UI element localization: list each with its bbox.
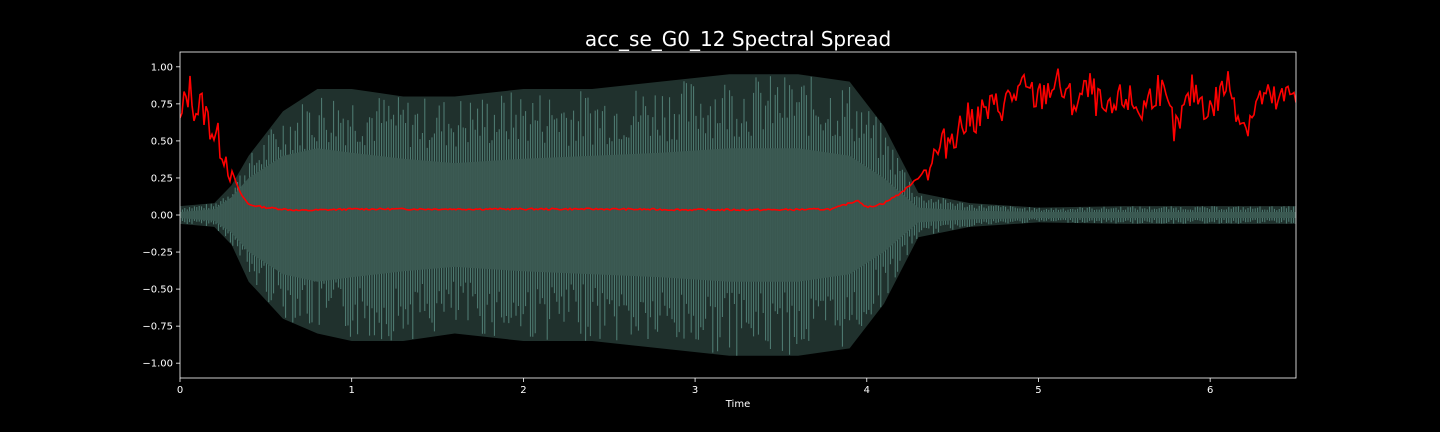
x-tick-label: 3 — [692, 385, 698, 396]
y-tick-label: 0.25 — [151, 173, 173, 184]
x-tick-label: 1 — [349, 385, 355, 396]
y-tick-label: −0.25 — [142, 248, 173, 259]
y-tick-label: 0.75 — [151, 99, 173, 110]
x-tick-label: 0 — [177, 385, 183, 396]
chart-title: acc_se_G0_12 Spectral Spread — [585, 27, 891, 51]
axes: 1.00 0.75 0.50 0.25 0.00 −0.25 −0.50 −0.75 −1.00… — [142, 51, 1297, 396]
spectral-spread-line — [180, 68, 1296, 212]
x-tick-label: 4 — [864, 385, 870, 396]
y-tick-label: 0.00 — [151, 211, 173, 222]
y-tick-label: 0.50 — [151, 136, 173, 147]
x-tick-label: 6 — [1207, 385, 1213, 396]
x-tick-label: 2 — [520, 385, 526, 396]
waveform-core — [180, 148, 1296, 282]
y-tick-label: −1.00 — [142, 359, 173, 370]
plot-area — [180, 68, 1296, 356]
waveform-series — [180, 74, 1296, 356]
y-tick-label: −0.75 — [142, 322, 173, 333]
y-tick-label: 1.00 — [151, 62, 173, 73]
x-tick-label: 5 — [1035, 385, 1041, 396]
y-tick-label: −0.50 — [142, 285, 173, 296]
x-axis-label: Time — [725, 399, 750, 410]
